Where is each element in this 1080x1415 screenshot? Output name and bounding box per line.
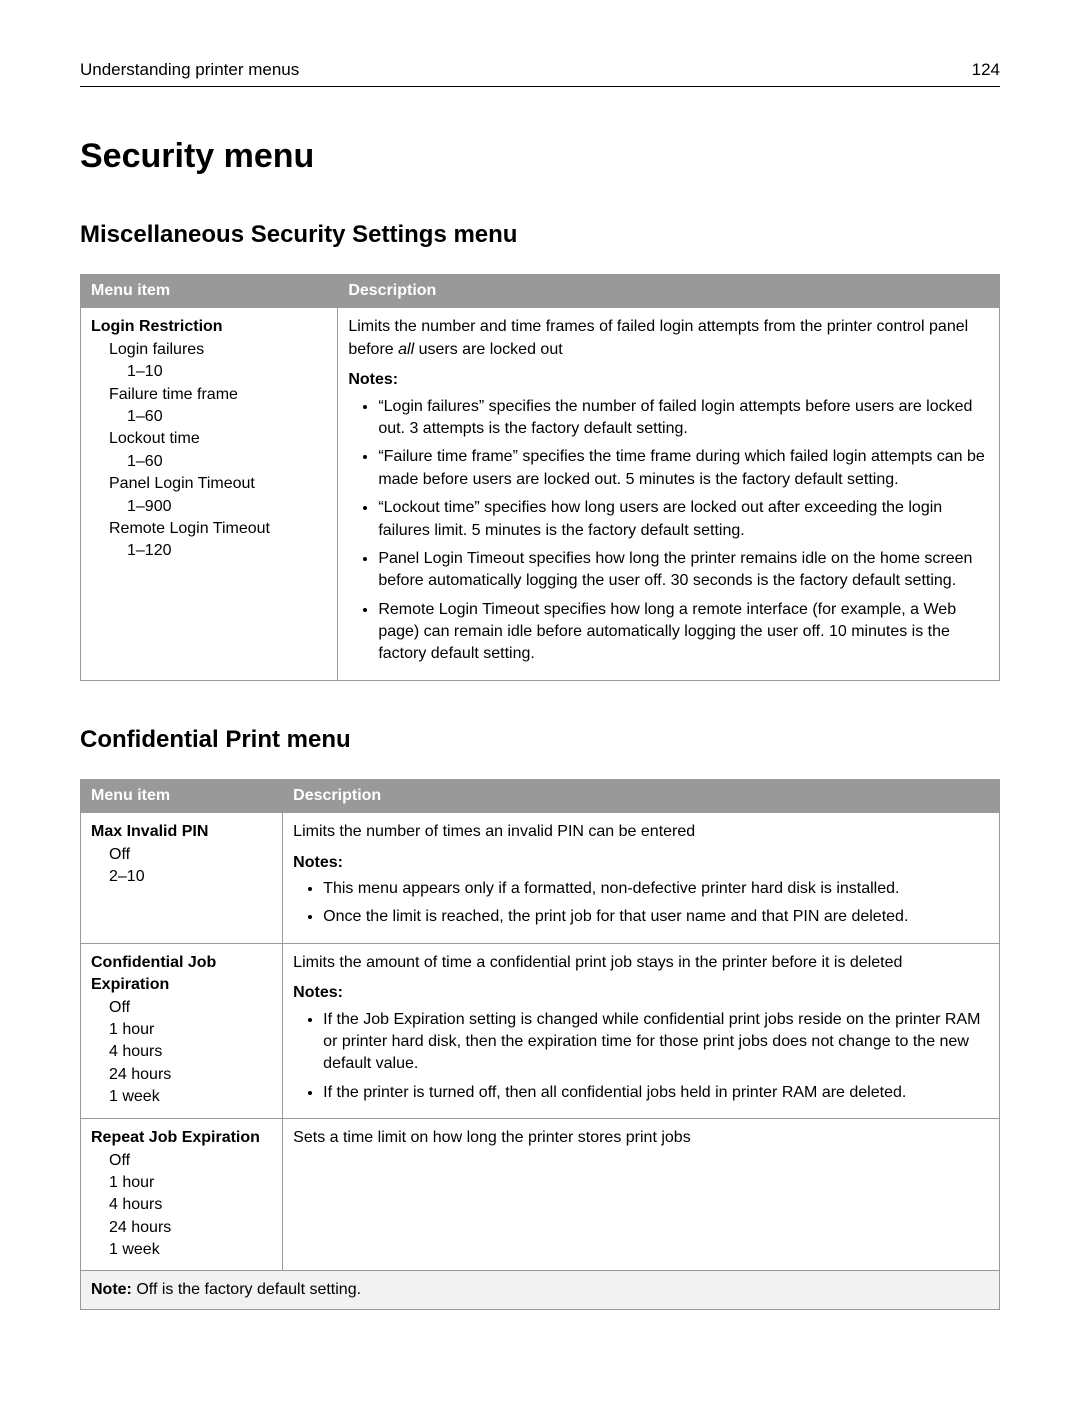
menu-option: 24 hours xyxy=(109,1217,272,1239)
menu-option: Login failures xyxy=(109,339,327,361)
page-number: 124 xyxy=(972,60,1000,80)
description-cell: Sets a time limit on how long the printe… xyxy=(283,1119,1000,1270)
menu-option: 1 week xyxy=(109,1239,272,1261)
description-cell: Limits the number and time frames of fai… xyxy=(338,308,1000,680)
menu-item-title: Repeat Job Expiration xyxy=(91,1129,260,1146)
page-title: Security menu xyxy=(80,137,1000,176)
header-title: Understanding printer menus xyxy=(80,60,299,80)
note-item: “Failure time frame” specifies the time … xyxy=(378,446,989,491)
note-item: “Login failures” specifies the number of… xyxy=(378,396,989,441)
menu-option: 2–10 xyxy=(109,866,272,888)
menu-option: 1–10 xyxy=(127,361,327,383)
notes-label: Notes: xyxy=(348,369,989,391)
menu-option: Off xyxy=(109,1150,272,1172)
section-heading: Miscellaneous Security Settings menu xyxy=(80,221,1000,249)
note-item: Once the limit is reached, the print job… xyxy=(323,906,989,928)
menu-option: 1 hour xyxy=(109,1172,272,1194)
table-row: Confidential Job Expiration Off1 hour4 ho… xyxy=(81,943,1000,1118)
menu-item-cell: Confidential Job Expiration Off1 hour4 ho… xyxy=(81,943,283,1118)
description-cell: Limits the number of times an invalid PI… xyxy=(283,813,1000,944)
menu-option: Panel Login Timeout xyxy=(109,473,327,495)
notes-list: This menu appears only if a formatted, n… xyxy=(323,878,989,929)
menu-option: Off xyxy=(109,997,272,1019)
menu-item-cell: Repeat Job Expiration Off1 hour4 hours24 … xyxy=(81,1119,283,1270)
table-row: Repeat Job Expiration Off1 hour4 hours24 … xyxy=(81,1119,1000,1270)
menu-item-title: Max Invalid PIN xyxy=(91,823,208,840)
menu-option: 1–60 xyxy=(127,451,327,473)
menu-option: 4 hours xyxy=(109,1194,272,1216)
menu-option: 4 hours xyxy=(109,1041,272,1063)
table-footnote: Note: Off is the factory default setting… xyxy=(81,1270,1000,1309)
description-cell: Limits the amount of time a confidential… xyxy=(283,943,1000,1118)
menu-option: Failure time frame xyxy=(109,384,327,406)
note-item: If the Job Expiration setting is changed… xyxy=(323,1009,989,1076)
menu-option: 1–120 xyxy=(127,540,327,562)
notes-label: Notes: xyxy=(293,982,989,1004)
menu-option: 24 hours xyxy=(109,1064,272,1086)
menu-item-cell: Login Restriction Login failures1–10Fail… xyxy=(81,308,338,680)
notes-list: “Login failures” specifies the number of… xyxy=(378,396,989,666)
notes-label: Notes: xyxy=(293,852,989,874)
menu-option: Off xyxy=(109,844,272,866)
menu-option: Remote Login Timeout xyxy=(109,518,327,540)
col-header: Description xyxy=(283,779,1000,812)
confidential-print-table: Menu item Description Max Invalid PIN Off… xyxy=(80,779,1000,1310)
menu-option: 1 week xyxy=(109,1086,272,1108)
menu-item-title: Login Restriction xyxy=(91,318,223,335)
col-header: Menu item xyxy=(81,275,338,308)
note-item: “Lockout time” specifies how long users … xyxy=(378,497,989,542)
note-item: Remote Login Timeout specifies how long … xyxy=(378,599,989,666)
menu-item-cell: Max Invalid PIN Off2–10 xyxy=(81,813,283,944)
description-text: Limits the number and time frames of fai… xyxy=(348,316,989,361)
table-row: Max Invalid PIN Off2–10 Limits the number … xyxy=(81,813,1000,944)
footnote-cell: Note: Off is the factory default setting… xyxy=(81,1270,1000,1309)
col-header: Description xyxy=(338,275,1000,308)
table-row: Login Restriction Login failures1–10Fail… xyxy=(81,308,1000,680)
notes-list: If the Job Expiration setting is changed… xyxy=(323,1009,989,1105)
security-settings-table: Menu item Description Login Restriction … xyxy=(80,274,1000,681)
section-heading: Confidential Print menu xyxy=(80,726,1000,754)
note-item: Panel Login Timeout specifies how long t… xyxy=(378,548,989,593)
description-text: Sets a time limit on how long the printe… xyxy=(293,1127,989,1149)
col-header: Menu item xyxy=(81,779,283,812)
note-item: This menu appears only if a formatted, n… xyxy=(323,878,989,900)
description-text: Limits the number of times an invalid PI… xyxy=(293,821,989,843)
page-header: Understanding printer menus 124 xyxy=(80,60,1000,87)
menu-item-title: Confidential Job Expiration xyxy=(91,954,216,993)
description-text: Limits the amount of time a confidential… xyxy=(293,952,989,974)
menu-option: 1 hour xyxy=(109,1019,272,1041)
menu-option: Lockout time xyxy=(109,428,327,450)
menu-option: 1–900 xyxy=(127,496,327,518)
menu-option: 1–60 xyxy=(127,406,327,428)
note-item: If the printer is turned off, then all c… xyxy=(323,1082,989,1104)
